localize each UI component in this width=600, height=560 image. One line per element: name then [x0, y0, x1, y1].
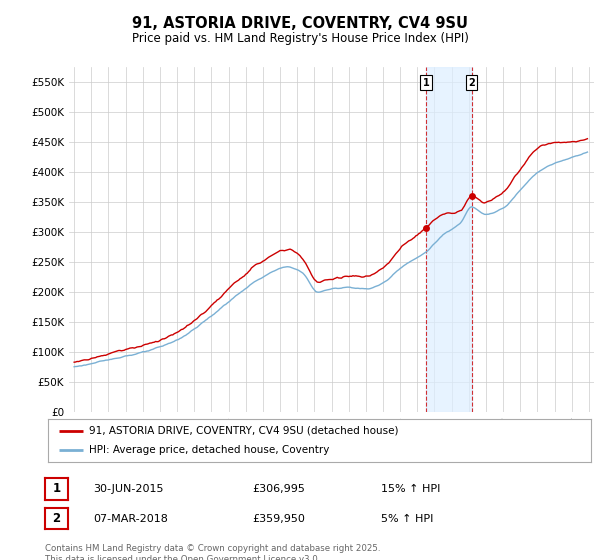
Text: 1: 1: [422, 78, 429, 88]
Text: 1: 1: [52, 482, 61, 496]
Text: £359,950: £359,950: [252, 514, 305, 524]
Text: Contains HM Land Registry data © Crown copyright and database right 2025.
This d: Contains HM Land Registry data © Crown c…: [45, 544, 380, 560]
Text: £306,995: £306,995: [252, 484, 305, 494]
Text: 91, ASTORIA DRIVE, COVENTRY, CV4 9SU (detached house): 91, ASTORIA DRIVE, COVENTRY, CV4 9SU (de…: [89, 426, 398, 436]
Text: 2: 2: [468, 78, 475, 88]
Text: 30-JUN-2015: 30-JUN-2015: [93, 484, 163, 494]
Text: Price paid vs. HM Land Registry's House Price Index (HPI): Price paid vs. HM Land Registry's House …: [131, 32, 469, 45]
Text: 07-MAR-2018: 07-MAR-2018: [93, 514, 168, 524]
Text: 91, ASTORIA DRIVE, COVENTRY, CV4 9SU: 91, ASTORIA DRIVE, COVENTRY, CV4 9SU: [132, 16, 468, 31]
Bar: [426, 67, 472, 412]
Text: 2: 2: [52, 512, 61, 525]
Text: 5% ↑ HPI: 5% ↑ HPI: [381, 514, 433, 524]
Text: 15% ↑ HPI: 15% ↑ HPI: [381, 484, 440, 494]
Text: HPI: Average price, detached house, Coventry: HPI: Average price, detached house, Cove…: [89, 445, 329, 455]
